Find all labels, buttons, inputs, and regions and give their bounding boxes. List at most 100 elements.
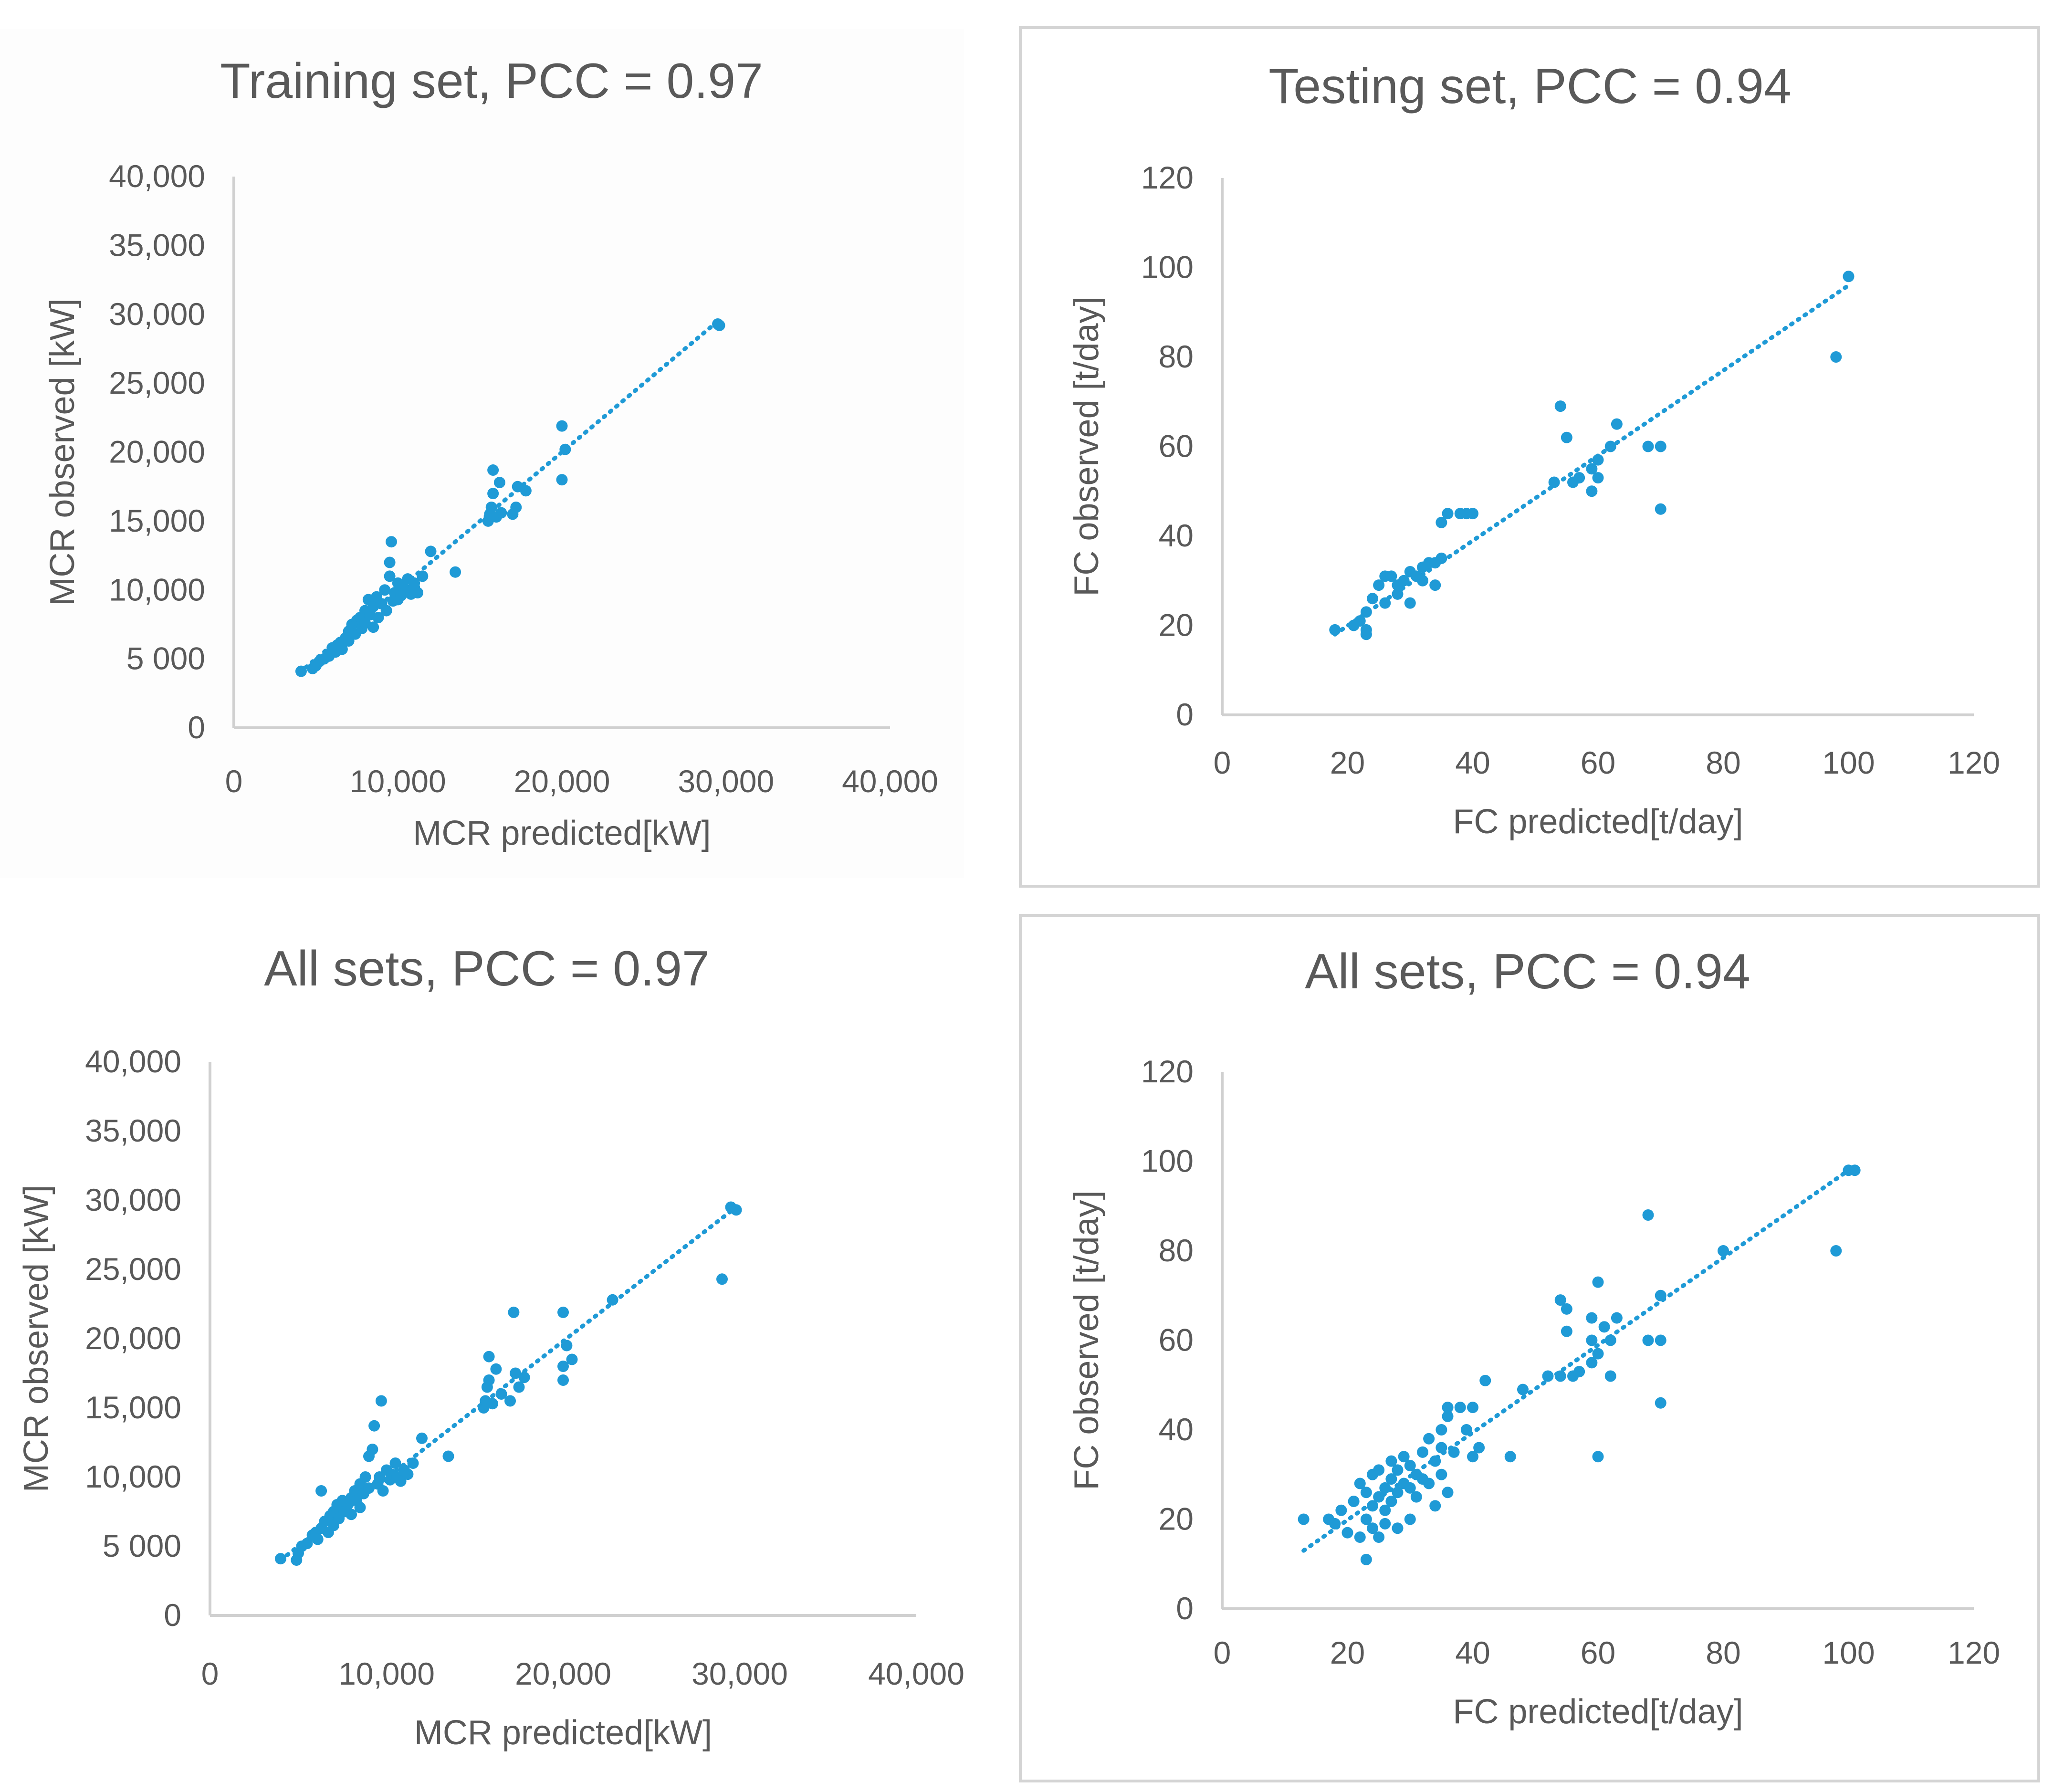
data-point — [1586, 485, 1598, 497]
mcr-training-scatter: Training set, PCC = 0.97 0 5 000 10,000 15,0… — [43, 53, 938, 852]
data-point — [1467, 1451, 1478, 1463]
data-point — [1592, 454, 1604, 466]
data-point — [510, 1367, 522, 1379]
data-point — [1830, 351, 1842, 363]
data-point — [379, 584, 391, 596]
data-point — [1379, 1482, 1391, 1494]
data-point — [1423, 1478, 1435, 1489]
data-point — [1592, 1276, 1604, 1288]
data-point — [363, 1482, 375, 1494]
data-point — [374, 1471, 386, 1483]
data-point — [375, 1395, 387, 1407]
data-point — [1586, 1357, 1598, 1369]
x-tick-label: 120 — [1948, 1635, 2000, 1670]
data-point — [1360, 1513, 1372, 1525]
x-tick-label: 120 — [1948, 745, 2000, 780]
chart-title: Training set, PCC = 0.97 — [220, 53, 763, 109]
data-point — [1385, 570, 1397, 582]
data-point — [1604, 1370, 1616, 1382]
data-point — [1573, 472, 1585, 484]
y-tick-label: 15,000 — [109, 503, 205, 538]
data-point — [1373, 1491, 1385, 1503]
data-point — [315, 1485, 327, 1497]
x-tick-label: 30,000 — [678, 764, 774, 799]
y-tick-label: 5 000 — [126, 641, 205, 676]
data-point — [1379, 1518, 1391, 1530]
data-point — [1561, 431, 1572, 443]
chart-panel-all-mcr: All sets, PCC = 0.97 0 5 000 10,000 15,000 20… — [0, 921, 969, 1780]
data-point — [1404, 597, 1416, 609]
y-tick-label: 0 — [164, 1597, 181, 1633]
data-point — [1586, 463, 1598, 475]
data-point — [354, 1501, 366, 1513]
y-tick-label: 0 — [1176, 697, 1194, 732]
y-tick-label: 100 — [1141, 1143, 1194, 1179]
data-point — [1479, 1374, 1491, 1386]
y-tick-label: 100 — [1141, 250, 1194, 285]
data-point — [1436, 1468, 1447, 1480]
data-point — [487, 464, 499, 476]
y-axis-label: FC observed [t/day] — [1068, 1190, 1106, 1490]
trendline — [1332, 283, 1851, 637]
data-point — [1298, 1513, 1310, 1525]
data-point — [1436, 516, 1447, 528]
data-point — [1360, 624, 1372, 636]
x-tick-label: 80 — [1706, 745, 1740, 780]
data-point — [1436, 1424, 1447, 1436]
data-point — [1354, 1478, 1366, 1489]
data-point — [1436, 1442, 1447, 1454]
data-point — [1655, 503, 1666, 515]
x-tick-label: 10,000 — [350, 764, 446, 799]
data-point — [336, 643, 348, 655]
data-point — [1392, 1487, 1404, 1499]
x-tick-label: 60 — [1581, 1635, 1615, 1670]
y-axis-label: MCR observed [kW] — [43, 298, 82, 606]
y-tick-label: 120 — [1141, 1054, 1194, 1089]
data-point — [1385, 1496, 1397, 1507]
x-tick-label: 0 — [1214, 1635, 1231, 1670]
x-axis-label: MCR predicted[kW] — [414, 1714, 712, 1752]
y-tick-label: 40,000 — [109, 158, 205, 194]
data-point — [1379, 1504, 1391, 1516]
data-point — [1604, 440, 1616, 452]
data-point — [1373, 1531, 1385, 1543]
data-point — [1367, 593, 1378, 605]
data-point — [1504, 1451, 1516, 1463]
data-point — [1573, 1366, 1585, 1378]
data-point — [359, 1471, 371, 1483]
data-point — [389, 1457, 401, 1469]
data-point — [557, 1361, 569, 1372]
data-point — [1417, 575, 1428, 587]
x-tick-label: 40 — [1455, 745, 1490, 780]
data-point — [1604, 1334, 1616, 1346]
data-point — [1410, 1491, 1422, 1503]
data-point — [1354, 615, 1366, 627]
data-point — [1655, 440, 1666, 452]
data-point — [1429, 579, 1441, 591]
data-point — [1554, 1370, 1566, 1382]
y-tick-label: 10,000 — [85, 1459, 181, 1494]
data-point — [377, 1485, 389, 1497]
y-tick-label: 120 — [1141, 160, 1194, 195]
y-tick-label: 25,000 — [109, 365, 205, 400]
data-point — [1586, 1312, 1598, 1324]
data-point — [1442, 508, 1454, 520]
data-point — [1473, 1442, 1485, 1454]
data-point — [1404, 1482, 1416, 1494]
y-tick-label: 20 — [1159, 1501, 1194, 1537]
data-point — [1448, 1446, 1460, 1458]
x-tick-label: 20,000 — [515, 1656, 611, 1691]
data-point — [1360, 1487, 1372, 1499]
data-point — [1598, 1321, 1610, 1333]
data-point — [1517, 1383, 1529, 1395]
x-tick-label: 0 — [1214, 745, 1231, 780]
fc-all-scatter: All sets, PCC = 0.94 0 20 40 60 80 100 120 0 20 40… — [1068, 944, 2000, 1731]
data-point — [520, 485, 532, 497]
y-tick-label: 40,000 — [85, 1044, 181, 1079]
data-point — [557, 1374, 569, 1386]
data-point — [386, 536, 397, 548]
data-point — [487, 1398, 498, 1410]
x-tick-label: 60 — [1581, 745, 1615, 780]
y-tick-label: 0 — [188, 710, 205, 745]
data-point — [518, 1372, 530, 1383]
